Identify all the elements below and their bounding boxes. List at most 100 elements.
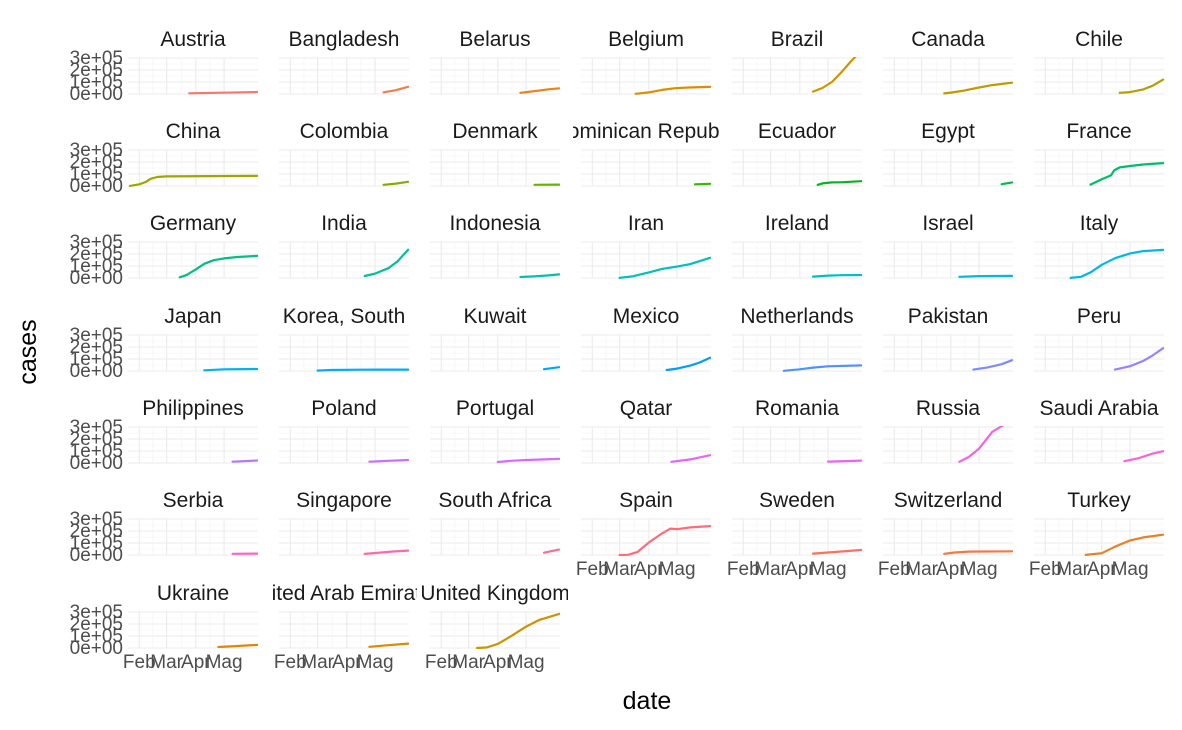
y-tick-label: 3e+05 — [70, 232, 123, 253]
panel-grid — [430, 334, 560, 372]
strip-label: Egypt — [921, 120, 975, 143]
panel-india: India — [279, 212, 410, 279]
panel-grid — [732, 518, 862, 556]
panel-ukraine: Ukraine — [128, 582, 259, 649]
series-line-china — [128, 174, 259, 187]
series-line-sweden — [811, 548, 863, 555]
series-line-kuwait — [542, 366, 561, 371]
strip-label: China — [166, 120, 221, 143]
panel-serbia: Serbia — [128, 489, 259, 556]
series-line-brazil — [811, 57, 857, 93]
strip-label: Philippines — [142, 397, 244, 420]
panel-grid — [128, 518, 258, 556]
panel-japan: Japan — [128, 305, 259, 372]
series-line-france — [1089, 162, 1165, 186]
strip-label: Iran — [628, 212, 664, 235]
y-tick-label: 3e+05 — [70, 140, 123, 161]
strip-label: Spain — [619, 489, 673, 512]
panel-poland: Poland — [279, 397, 410, 464]
panel-grid — [1034, 57, 1164, 95]
series-line-united-arab-emirates — [368, 642, 410, 648]
x-tick-label: Mar — [603, 559, 636, 580]
panel-grid — [430, 426, 560, 464]
y-tick-label: 1e+05 — [70, 626, 123, 647]
x-tick-label: Mar — [150, 652, 183, 673]
panel-mexico: Mexico — [581, 305, 712, 372]
panel-grid — [732, 334, 862, 372]
strip-label: Portugal — [456, 397, 534, 420]
series-line-ukraine — [217, 643, 259, 649]
x-tick-label: Feb — [576, 559, 609, 580]
panel-singapore: Singapore — [279, 489, 410, 556]
panel-netherlands: Netherlands — [732, 305, 863, 372]
strip-label: Indonesia — [449, 212, 540, 235]
series-line-iran — [618, 256, 712, 279]
series-line-mexico — [665, 356, 712, 372]
panel-grid — [1034, 518, 1164, 556]
strip-label: Brazil — [771, 28, 824, 51]
strip-label: Singapore — [296, 489, 392, 512]
panel-germany: Germany — [128, 212, 259, 279]
series-line-ecuador — [816, 180, 863, 186]
panel-switzerland: Switzerland — [883, 489, 1014, 556]
series-line-belgium — [634, 85, 712, 95]
strip-label: Germany — [150, 212, 237, 235]
strip-label: Denmark — [452, 120, 538, 143]
y-tick-label: 2e+05 — [70, 614, 123, 635]
strip-label: Dominican Republic — [553, 120, 740, 143]
panel-belgium: Belgium — [581, 28, 712, 95]
x-tick-label: Mar — [452, 652, 485, 673]
panel-grid — [128, 241, 258, 279]
panel-turkey: Turkey — [1034, 489, 1165, 556]
panel-ecuador: Ecuador — [732, 120, 863, 187]
series-line-belarus — [519, 87, 561, 94]
panel-korea-south: Korea, South — [279, 305, 410, 372]
panel-grid — [128, 334, 258, 372]
strip-label: Italy — [1080, 212, 1119, 235]
panel-grid — [883, 426, 1013, 464]
panel-south-africa: South Africa — [430, 489, 561, 556]
series-line-portugal — [496, 457, 561, 464]
panel-romania: Romania — [732, 397, 863, 464]
series-line-ireland — [811, 273, 863, 278]
panel-grid — [883, 57, 1013, 95]
y-tick-label: 1e+05 — [70, 256, 123, 277]
panel-sweden: Sweden — [732, 489, 863, 556]
panel-grid — [279, 518, 409, 556]
panel-united-kingdom: United Kingdom — [422, 582, 568, 649]
panel-grid — [1034, 426, 1164, 464]
strip-label: France — [1066, 120, 1131, 143]
panel-grid — [1034, 334, 1164, 372]
strip-label: Chile — [1075, 28, 1123, 51]
y-tick-label: 0e+00 — [70, 453, 123, 474]
y-tick-label: 3e+05 — [70, 417, 123, 438]
x-tick-label: Feb — [425, 652, 458, 673]
y-tick-label: 0e+00 — [70, 545, 123, 566]
x-tick-label: Feb — [274, 652, 307, 673]
y-tick-label: 1e+05 — [70, 533, 123, 554]
panel-grid — [279, 57, 409, 95]
panel-grid — [581, 518, 711, 556]
y-tick-label: 2e+05 — [70, 429, 123, 450]
x-tick-label: Apr — [936, 559, 966, 580]
panel-grid — [430, 611, 560, 649]
series-line-philippines — [231, 459, 259, 463]
x-tick-label: Mag — [961, 559, 998, 580]
panel-grid — [581, 426, 711, 464]
strip-label: India — [321, 212, 367, 235]
strip-label: Poland — [311, 397, 376, 420]
x-tick-label: Mar — [1056, 559, 1089, 580]
x-tick-label: Mag — [659, 559, 696, 580]
y-tick-label: 2e+05 — [70, 521, 123, 542]
y-tick-label: 0e+00 — [70, 361, 123, 382]
x-tick-label: Apr — [634, 559, 664, 580]
series-line-romania — [826, 459, 863, 463]
panel-portugal: Portugal — [430, 397, 561, 464]
panel-philippines: Philippines — [128, 397, 259, 464]
panel-grid — [279, 149, 409, 187]
panel-denmark: Denmark — [430, 120, 561, 187]
series-line-poland — [368, 458, 410, 463]
series-line-austria — [188, 90, 259, 95]
